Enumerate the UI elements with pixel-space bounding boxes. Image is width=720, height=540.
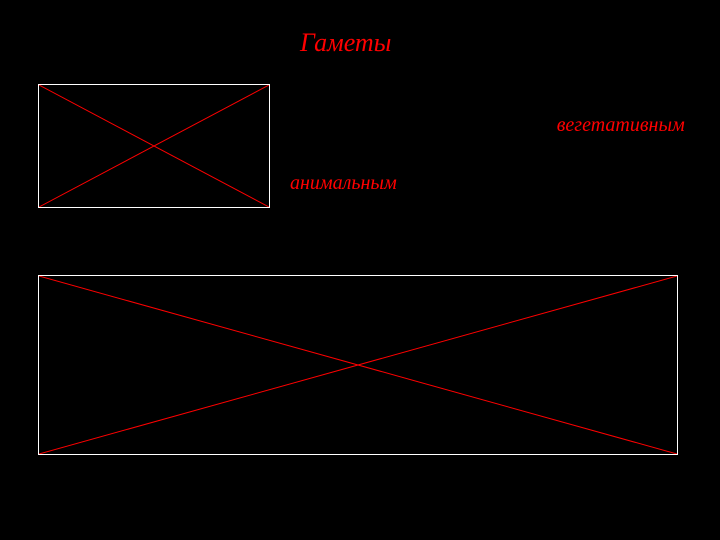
term-vegetative: вегетативным: [557, 114, 685, 136]
body-paragraph: Желток концентрируется на одном из полюс…: [290, 82, 690, 198]
placeholder-cross-icon: [39, 85, 269, 207]
body-text-2: , другой полюс, где находится ядро, -: [290, 143, 606, 165]
slide: Гаметы Желток концентрируется на одном и…: [0, 0, 720, 540]
term-animal: анимальным: [290, 172, 397, 194]
body-text-3: .: [402, 172, 407, 194]
image-placeholder-large: [38, 275, 678, 455]
slide-title: Гаметы: [300, 28, 391, 58]
placeholder-cross-icon: [39, 276, 677, 454]
image-placeholder-small: [38, 84, 270, 208]
